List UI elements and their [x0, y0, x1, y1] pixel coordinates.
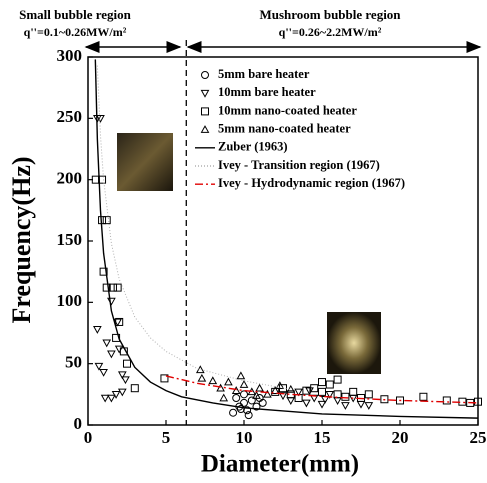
marker-square [350, 388, 357, 395]
legend-label: 5mm nano-coated heater [218, 121, 351, 135]
marker-triangle-up [198, 375, 205, 381]
marker-triangle-up [225, 379, 232, 385]
marker-square [334, 391, 341, 398]
marker-triangle-down [334, 398, 341, 404]
marker-triangle-down [95, 363, 102, 369]
marker-triangle-down [108, 298, 115, 304]
y-tick-label: 100 [57, 291, 83, 310]
x-tick-label: 15 [314, 428, 331, 447]
y-tick-label: 300 [57, 46, 83, 65]
curve [166, 376, 478, 403]
marker-square [103, 217, 110, 224]
x-tick-label: 25 [470, 428, 487, 447]
marker-triangle-up [217, 385, 224, 391]
photo [327, 312, 381, 374]
y-tick-label: 50 [65, 353, 82, 372]
marker-triangle-down [342, 403, 349, 409]
marker-circle [241, 391, 248, 398]
marker-triangle-down [94, 327, 101, 333]
x-tick-label: 20 [392, 428, 409, 447]
marker-square [114, 284, 121, 291]
marker-triangle-up [237, 372, 244, 378]
y-axis-label: Frequency(Hz) [7, 156, 36, 323]
marker-triangle-down [287, 398, 294, 404]
marker-triangle-down [122, 377, 129, 383]
marker-square [420, 393, 427, 400]
marker-triangle-down [103, 340, 110, 346]
marker-triangle-up [233, 387, 240, 393]
x-tick-label: 5 [162, 428, 171, 447]
marker-square [131, 385, 138, 392]
x-tick-label: 0 [84, 428, 93, 447]
marker-circle [230, 409, 237, 416]
marker-square [202, 108, 209, 115]
marker-triangle-down [303, 400, 310, 406]
marker-triangle-up [209, 377, 216, 383]
marker-triangle-down [365, 403, 372, 409]
marker-square [124, 360, 131, 367]
legend-label: 10mm bare heater [218, 85, 316, 99]
marker-triangle-down [100, 369, 107, 375]
marker-square [334, 376, 341, 383]
x-axis-label: Diameter(mm) [201, 451, 359, 478]
marker-triangle-up [241, 381, 248, 387]
chart: Small bubble region q''=0.1~0.26MW/m² Mu… [0, 0, 487, 483]
marker-triangle-up [220, 395, 227, 401]
y-tick-label: 0 [74, 414, 83, 433]
marker-triangle-up [202, 126, 209, 132]
marker-triangle-up [256, 385, 263, 391]
legend-label: Zuber (1963) [218, 140, 288, 154]
marker-square [365, 391, 372, 398]
region-label: Small bubble region [19, 7, 132, 22]
flux-label: q''=0.1~0.26MW/m² [24, 25, 127, 39]
x-tick-label: 10 [236, 428, 253, 447]
y-tick-label: 250 [57, 107, 83, 126]
marker-triangle-up [197, 366, 204, 372]
marker-triangle-down [116, 346, 123, 352]
marker-square [319, 379, 326, 386]
marker-triangle-down [119, 389, 126, 395]
legend-label: 10mm nano-coated heater [218, 103, 357, 117]
marker-triangle-down [358, 401, 365, 407]
marker-triangle-down [102, 395, 109, 401]
legend-label: 5mm bare heater [218, 67, 310, 81]
marker-circle [233, 395, 240, 402]
flux-label: q''=0.26~2.2MW/m² [279, 25, 382, 39]
marker-square [326, 381, 333, 388]
marker-square [342, 393, 349, 400]
y-tick-label: 150 [57, 230, 83, 249]
legend-label: Ivey - Transition region (1967) [218, 158, 380, 172]
marker-circle [202, 72, 209, 79]
marker-triangle-down [108, 351, 115, 357]
marker-square [319, 388, 326, 395]
y-tick-label: 200 [57, 169, 83, 188]
region-label: Mushroom bubble region [259, 7, 401, 22]
marker-triangle-down [108, 395, 115, 401]
photo [117, 133, 173, 191]
marker-triangle-down [202, 90, 209, 96]
legend-label: Ivey - Hydrodynamic region (1967) [218, 176, 405, 190]
marker-circle [245, 412, 252, 419]
marker-square [443, 397, 450, 404]
